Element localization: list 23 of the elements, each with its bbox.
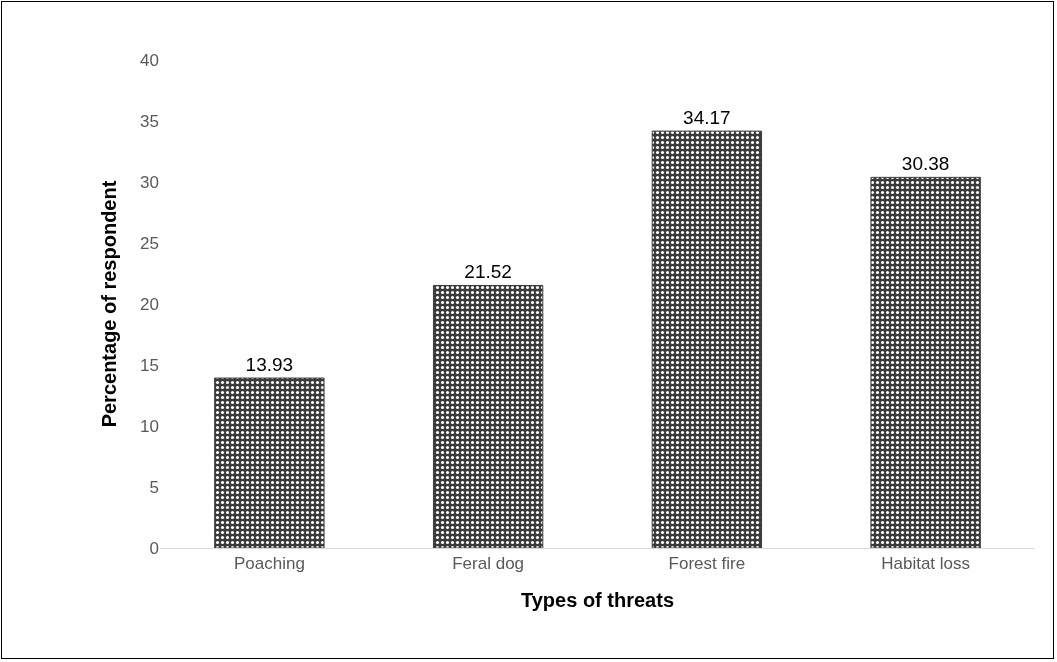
y-tick-label: 30 bbox=[140, 172, 159, 192]
data-label: 13.93 bbox=[245, 354, 294, 376]
x-axis-title: Types of threats bbox=[521, 588, 674, 611]
x-tick-label: Forest fire bbox=[668, 554, 746, 574]
y-tick-label: 5 bbox=[149, 477, 159, 497]
bar bbox=[651, 130, 763, 548]
y-tick-label: 15 bbox=[140, 355, 159, 375]
bar bbox=[870, 176, 981, 548]
x-tick-label: Habitat loss bbox=[881, 554, 971, 574]
y-axis-title: Percentage of respondent bbox=[97, 180, 120, 428]
y-tick-label: 25 bbox=[140, 233, 159, 253]
x-tick-label: Poaching bbox=[233, 554, 305, 574]
data-label: 21.52 bbox=[464, 261, 512, 283]
y-tick-label: 40 bbox=[140, 50, 159, 70]
data-label: 34.17 bbox=[683, 107, 731, 129]
y-tick-label: 0 bbox=[149, 538, 159, 558]
bar bbox=[214, 377, 325, 548]
x-tick-label: Feral dog bbox=[452, 554, 525, 574]
data-label: 30.38 bbox=[901, 153, 950, 175]
y-tick-label: 20 bbox=[140, 294, 159, 314]
y-tick-label: 35 bbox=[140, 111, 159, 131]
bar bbox=[432, 284, 544, 548]
y-tick-label: 10 bbox=[140, 416, 159, 436]
